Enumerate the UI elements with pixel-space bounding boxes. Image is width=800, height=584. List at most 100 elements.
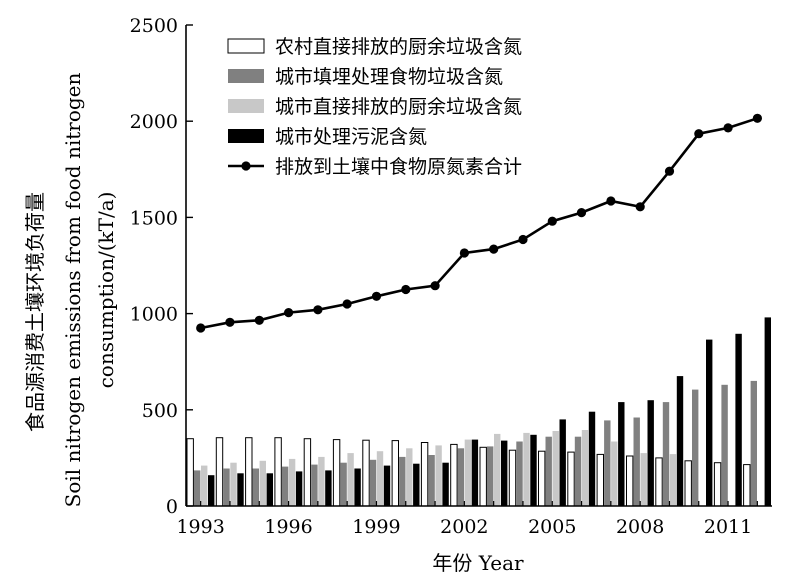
x-tick-label-1999: 1999 — [352, 516, 400, 538]
bar-4-2011 — [735, 333, 742, 506]
bar-1-1999 — [362, 439, 370, 507]
bar-1-2001 — [420, 442, 429, 507]
x-tick-label-1996: 1996 — [264, 516, 312, 538]
bar-4-2000 — [413, 463, 420, 506]
bar-3-2009 — [669, 454, 677, 506]
legend-label-3: 城市直接排放的厨余垃圾含氮 — [275, 96, 522, 118]
bar-4-2006 — [588, 411, 596, 506]
bar-1-2009 — [655, 457, 663, 507]
bar-4-2009 — [676, 376, 684, 506]
bar-4-1993 — [208, 475, 215, 506]
bar-1-1996 — [274, 437, 282, 507]
bar-3-1996 — [288, 458, 296, 506]
y-axis-title-line-3: consumption/(kT/a) — [94, 192, 118, 389]
bar-3-2008 — [640, 453, 647, 506]
line-point-2005 — [547, 216, 557, 226]
axes-layer: 0 500 1000 1500 2000 2500 1993 1996 1999 2002 2005… — [130, 15, 772, 538]
legend-label-4: 城市处理污泥含氮 — [275, 126, 427, 148]
bar-4-1999 — [383, 465, 391, 506]
legend-label-2: 城市填埋处理食物垃圾含氮 — [275, 66, 503, 88]
legend-swatch-1 — [227, 38, 265, 54]
bar-1-2011 — [713, 462, 722, 507]
bar-1-1998 — [332, 439, 341, 507]
bar-4-2008 — [647, 400, 654, 506]
bar-1-2008 — [626, 455, 634, 507]
bar-2-1996 — [281, 466, 289, 506]
bar-2-2011 — [721, 384, 728, 506]
bar-4-2012 — [764, 317, 771, 506]
y-tick-label-2500: 2500 — [130, 15, 178, 37]
line-point-1999 — [371, 291, 382, 301]
line-point-2001 — [430, 281, 440, 291]
bar-4-1998 — [354, 468, 361, 506]
bar-2-2006 — [574, 436, 582, 506]
bar-1-2010 — [684, 460, 692, 507]
bar-2-2010 — [692, 389, 699, 506]
line-point-2008 — [635, 202, 645, 212]
bar-3-1997 — [318, 456, 325, 506]
line-point-2010 — [694, 129, 704, 139]
bar-2-2002 — [457, 448, 465, 506]
bar-3-2000 — [406, 448, 413, 506]
line-point-1994 — [225, 317, 235, 327]
bar-3-2007 — [611, 441, 618, 506]
bar-2-1997 — [311, 464, 318, 506]
line-point-1995 — [254, 315, 264, 325]
bar-4-2007 — [618, 402, 625, 506]
y-tick-label-2000: 2000 — [130, 111, 178, 133]
bar-2-1994 — [223, 468, 230, 506]
bar-3-1995 — [259, 460, 266, 506]
bar-2-1998 — [340, 462, 347, 506]
line-point-2007 — [606, 196, 616, 206]
x-tick-label-2005: 2005 — [528, 516, 576, 538]
bar-1-2003 — [479, 446, 487, 507]
bar-2-2004 — [516, 441, 523, 506]
y-tick-label-500: 500 — [142, 400, 178, 422]
bar-1-2012 — [743, 464, 751, 507]
bar-2-2000 — [399, 456, 406, 506]
bar-3-2004 — [523, 432, 530, 506]
bar-2-2008 — [633, 417, 640, 506]
line-point-2009 — [664, 166, 675, 176]
legend-swatch-3 — [228, 99, 264, 113]
bar-4-2002 — [471, 439, 479, 506]
bar-2-2012 — [750, 380, 757, 506]
line-point-1993 — [196, 323, 206, 333]
line-point-2011 — [723, 123, 733, 133]
bar-4-2003 — [501, 440, 508, 506]
line-layer — [196, 113, 763, 333]
bar-3-1999 — [376, 451, 384, 506]
legend-swatch-marker — [241, 161, 251, 171]
axis-titles: 年份 Year 食品源消费土壤环境负荷量 Soil nitrogen emiss… — [23, 73, 524, 575]
bar-1-1997 — [303, 438, 312, 507]
line-point-2003 — [489, 244, 499, 254]
bar-4-1995 — [266, 473, 273, 506]
bar-2-2003 — [487, 446, 494, 506]
bar-3-2006 — [581, 430, 589, 506]
bar-1-2004 — [508, 449, 517, 507]
x-tick-label-2002: 2002 — [440, 516, 488, 538]
bar-1-1993 — [186, 438, 194, 507]
bar-1-2002 — [450, 443, 458, 507]
bars-layer — [186, 317, 771, 507]
line-point-2006 — [576, 208, 587, 218]
bar-1-2007 — [596, 453, 604, 507]
bar-4-1994 — [237, 473, 244, 506]
bar-3-2001 — [435, 445, 442, 506]
bar-3-2005 — [552, 431, 559, 506]
bar-2-2009 — [662, 402, 670, 506]
bar-3-1994 — [230, 462, 237, 506]
y-tick-label-0: 0 — [166, 496, 178, 518]
line-point-2002 — [459, 248, 469, 258]
x-tick-label-1993: 1993 — [176, 516, 224, 538]
bar-2-2001 — [428, 455, 435, 506]
bar-2-2007 — [604, 420, 611, 506]
legend: 农村直接排放的厨余垃圾含氮城市填埋处理食物垃圾含氮城市直接排放的厨余垃圾含氮城市… — [227, 36, 522, 178]
line-point-1996 — [284, 308, 294, 318]
y-axis-title-line-1: 食品源消费土壤环境负荷量 — [23, 192, 47, 432]
bar-2-1993 — [194, 470, 201, 506]
bar-4-1997 — [325, 470, 332, 506]
line-point-2000 — [401, 284, 411, 295]
y-tick-label-1500: 1500 — [130, 207, 178, 229]
